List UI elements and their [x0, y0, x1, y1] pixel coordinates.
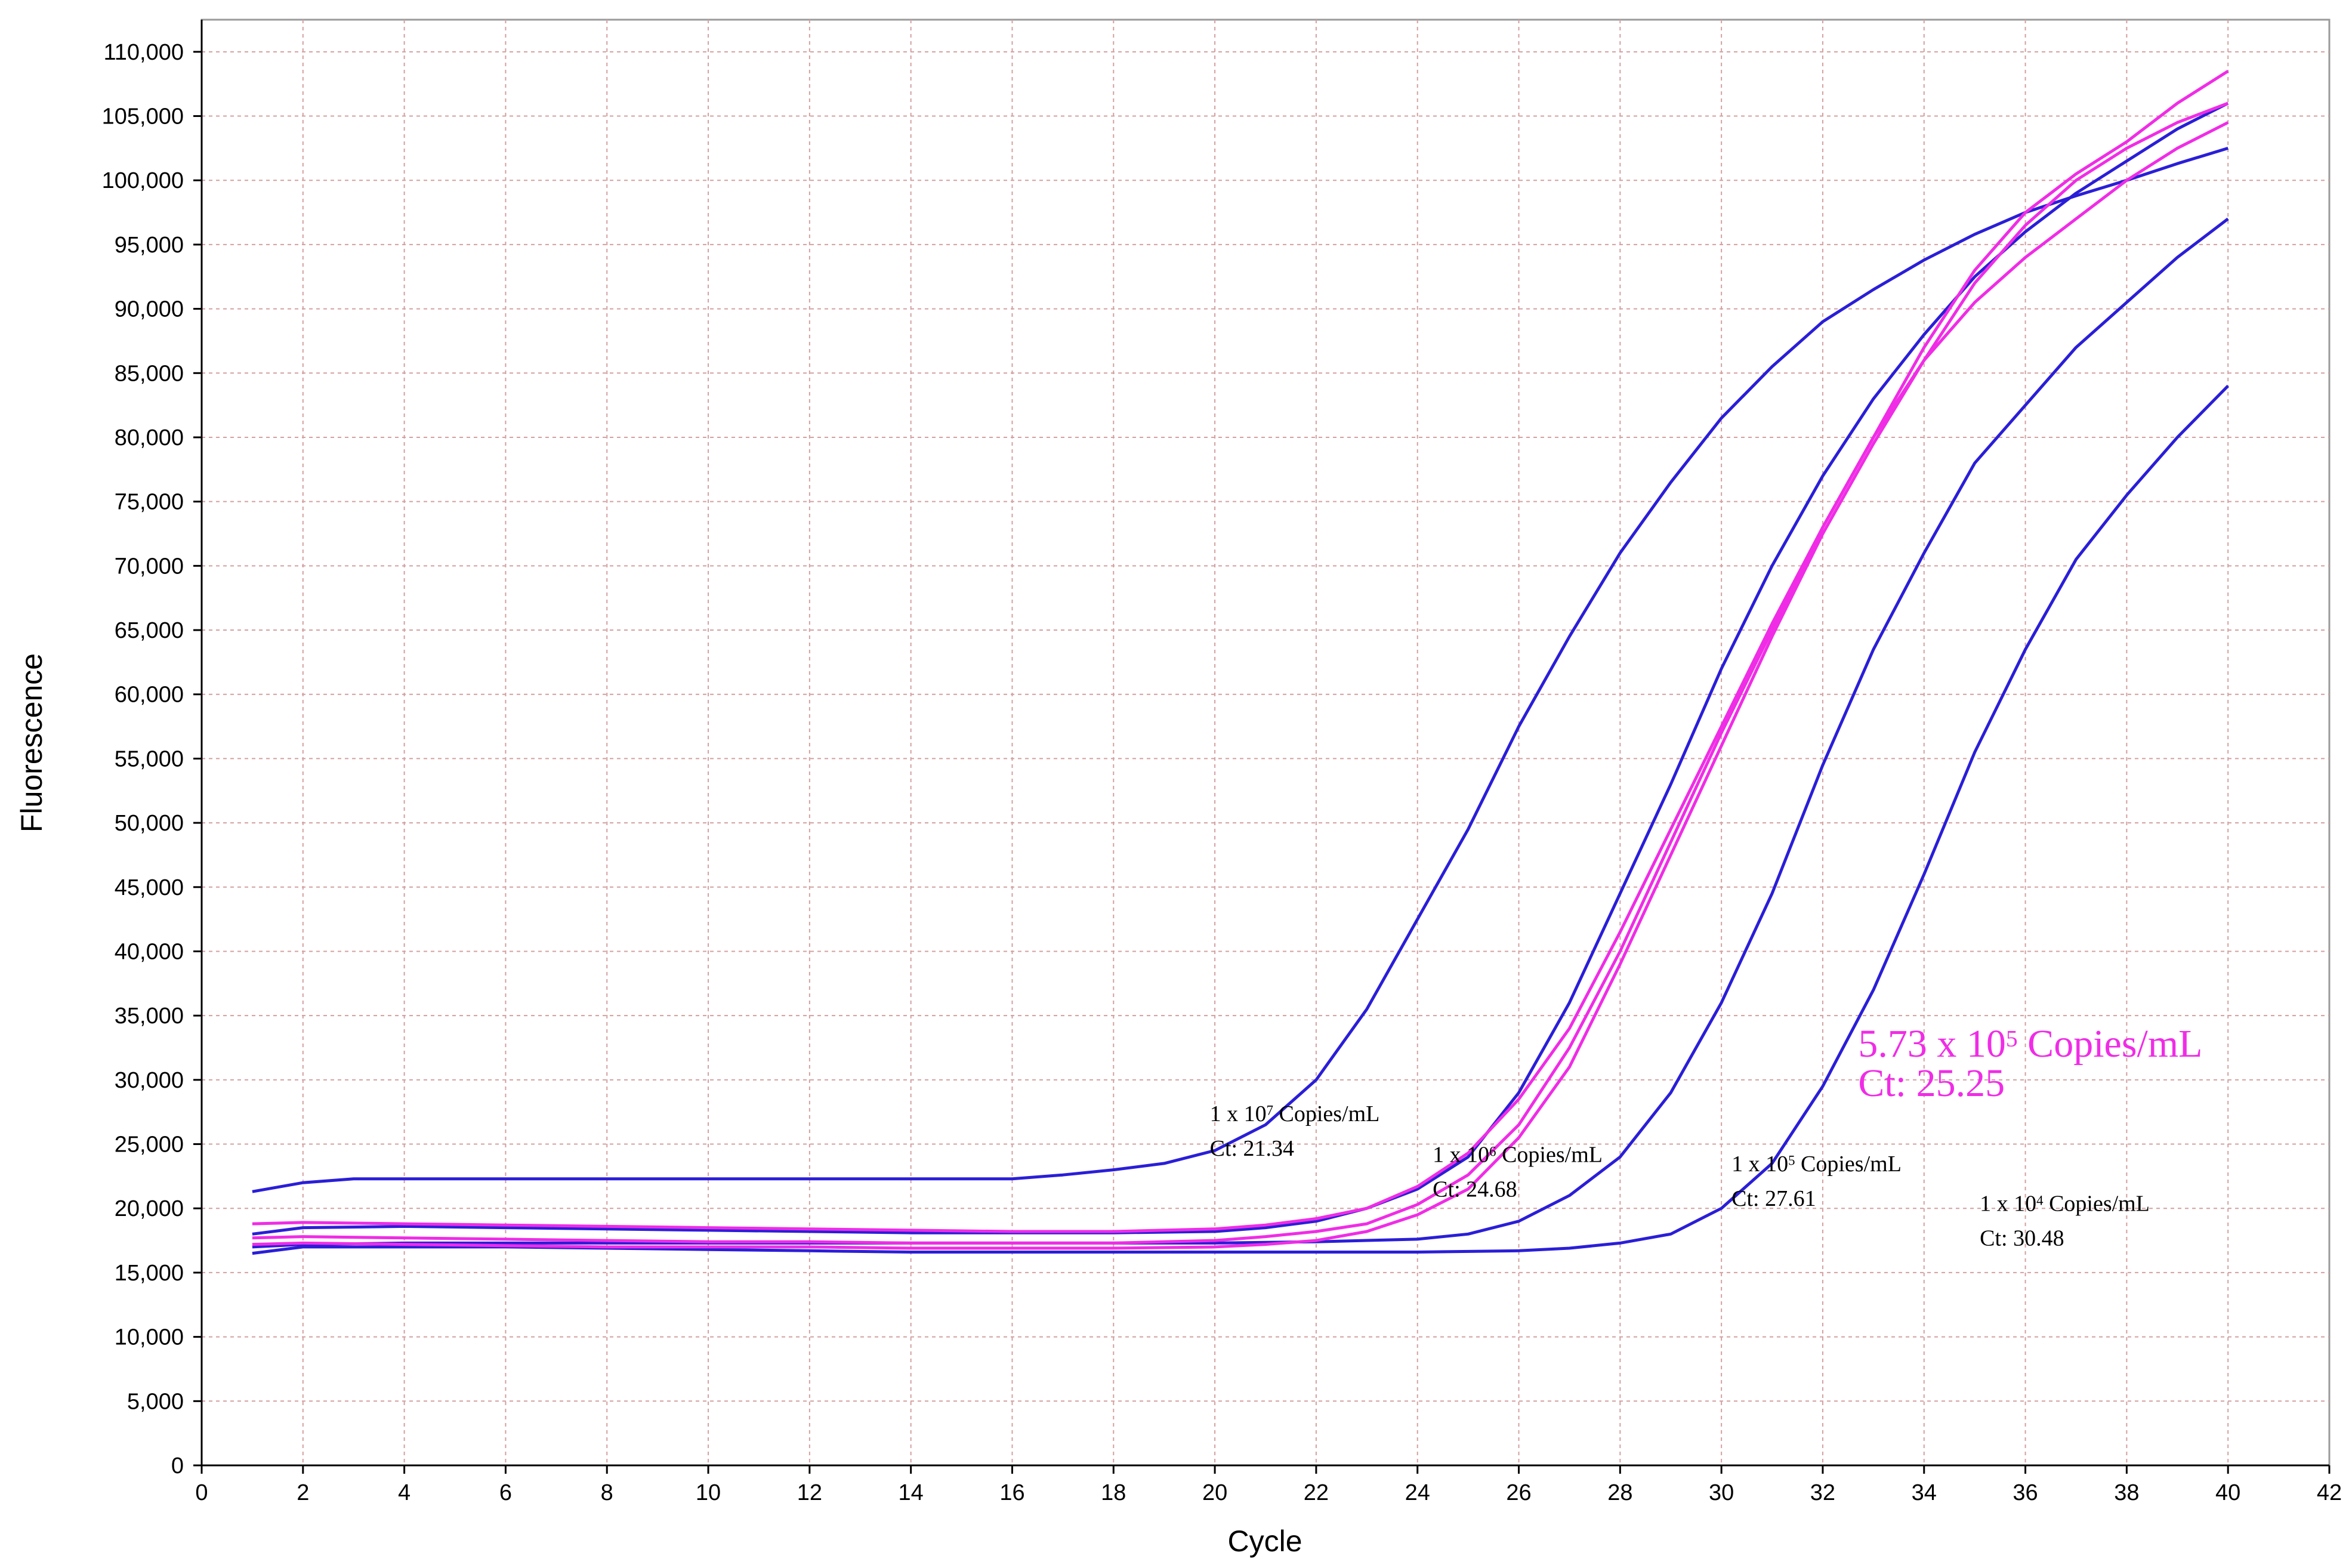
annotation-prefix: 1 x 10: [1433, 1143, 1489, 1168]
y-tick-label: 55,000: [115, 746, 184, 771]
x-tick-label: 20: [1202, 1480, 1227, 1505]
x-tick-label: 6: [499, 1480, 512, 1505]
y-tick-label: 20,000: [115, 1196, 184, 1221]
annotation-prefix: 1 x 10: [1731, 1152, 1788, 1177]
annotation-unit: Copies/mL: [2018, 1022, 2203, 1066]
x-tick-label: 40: [2215, 1480, 2240, 1505]
x-tick-label: 30: [1709, 1480, 1734, 1505]
y-tick-label: 35,000: [115, 1004, 184, 1029]
y-tick-label: 5,000: [127, 1389, 184, 1414]
x-tick-label: 24: [1405, 1480, 1430, 1505]
annotation-exponent: 5: [1788, 1153, 1795, 1168]
annotation-ct-a5: Ct: 27.61: [1731, 1186, 1816, 1211]
annotation-label-a5: 1 x 105 Copies/mL: [1731, 1152, 1902, 1177]
series-line-standard-2: [252, 101, 2229, 1236]
y-tick-label: 25,000: [115, 1132, 184, 1158]
x-axis-title: Cycle: [1227, 1524, 1302, 1558]
x-tick-label: 26: [1506, 1480, 1531, 1505]
x-tick-label: 36: [2013, 1480, 2038, 1505]
y-tick-label: 75,000: [115, 490, 184, 515]
y-tick-label: 70,000: [115, 554, 184, 579]
annotation-exponent: 5: [2006, 1025, 2018, 1051]
annotation-label-a7: 1 x 107 Copies/mL: [1210, 1101, 1380, 1126]
x-tick-label: 22: [1304, 1480, 1329, 1505]
annotation-exponent: 4: [2036, 1193, 2044, 1208]
y-tick-label: 100,000: [102, 168, 184, 193]
y-tick-label: 105,000: [102, 104, 184, 129]
y-axis-title: Fluorescence: [15, 653, 48, 832]
y-tick-label: 80,000: [115, 425, 184, 450]
y-tick-label: 0: [171, 1453, 184, 1479]
x-tick-label: 12: [797, 1480, 822, 1505]
y-tick-label: 15,000: [115, 1261, 184, 1286]
series-line-standard-1: [252, 147, 2228, 1193]
series-group: [252, 70, 2229, 1255]
y-tick-label: 110,000: [103, 40, 184, 65]
x-tick-label: 38: [2114, 1480, 2139, 1505]
y-tick-label: 85,000: [115, 361, 184, 386]
series-line-standard-3: [252, 217, 2229, 1249]
series-line-sample-5: [252, 121, 2229, 1233]
x-tick-group: 0 2 4 6 8 10 12 14 16 18 20 22 24 26 28 30 32 34 36 38 40 42: [195, 1465, 2342, 1505]
x-tick-label: 14: [899, 1480, 924, 1505]
x-tick-label: 32: [1810, 1480, 1835, 1505]
annotation-label-sample: 5.73 x 105 Copies/mL: [1858, 1022, 2202, 1066]
series-line-sample-7: [252, 101, 2229, 1250]
annotation-label-a6: 1 x 106 Copies/mL: [1433, 1143, 1603, 1168]
annotation-ct-a6: Ct: 24.68: [1433, 1177, 1517, 1202]
annotation-prefix: 1 x 10: [1980, 1192, 2036, 1217]
annotation-exponent: 6: [1489, 1144, 1496, 1159]
annotation-exponent: 7: [1267, 1103, 1273, 1118]
annotation-unit: Copies/mL: [1496, 1143, 1603, 1168]
x-tick-label: 2: [297, 1480, 309, 1505]
x-tick-label: 34: [1912, 1480, 1937, 1505]
x-tick-label: 18: [1101, 1480, 1126, 1505]
x-tick-label: 10: [696, 1480, 721, 1505]
annotation-ct-a7: Ct: 21.34: [1210, 1136, 1294, 1161]
y-tick-label: 90,000: [115, 297, 184, 322]
y-tick-label: 10,000: [115, 1325, 184, 1350]
y-tick-label: 50,000: [115, 811, 184, 836]
y-tick-label: 95,000: [115, 233, 184, 258]
y-tick-label: 30,000: [115, 1068, 184, 1093]
x-tick-label: 28: [1607, 1480, 1632, 1505]
y-tick-label: 65,000: [115, 618, 184, 643]
y-tick-label: 60,000: [115, 683, 184, 708]
annotation-ct-a4: Ct: 30.48: [1980, 1226, 2064, 1251]
series-line-sample-6: [252, 70, 2229, 1245]
annotation-prefix: 1 x 10: [1210, 1101, 1267, 1126]
series-line-standard-4: [252, 385, 2229, 1255]
y-tick-group: 0 5,000 10,000 15,000 20,000 25,000 30,000 35,0…: [102, 40, 202, 1479]
annotation-label-a4: 1 x 104 Copies/mL: [1980, 1192, 2150, 1217]
y-tick-label: 40,000: [115, 939, 184, 964]
annotation-prefix: 5.73 x 10: [1858, 1022, 2006, 1066]
annotation-unit: Copies/mL: [2044, 1192, 2150, 1217]
y-tick-label: 45,000: [115, 875, 184, 900]
x-tick-label: 42: [2317, 1480, 2342, 1505]
x-tick-label: 0: [195, 1480, 208, 1505]
annotation-ct-sample: Ct: 25.25: [1858, 1061, 2005, 1105]
x-tick-label: 4: [398, 1480, 410, 1505]
x-tick-label: 16: [999, 1480, 1024, 1505]
annotation-unit: Copies/mL: [1795, 1152, 1902, 1177]
x-tick-label: 8: [601, 1480, 613, 1505]
annotation-unit: Copies/mL: [1273, 1101, 1379, 1126]
